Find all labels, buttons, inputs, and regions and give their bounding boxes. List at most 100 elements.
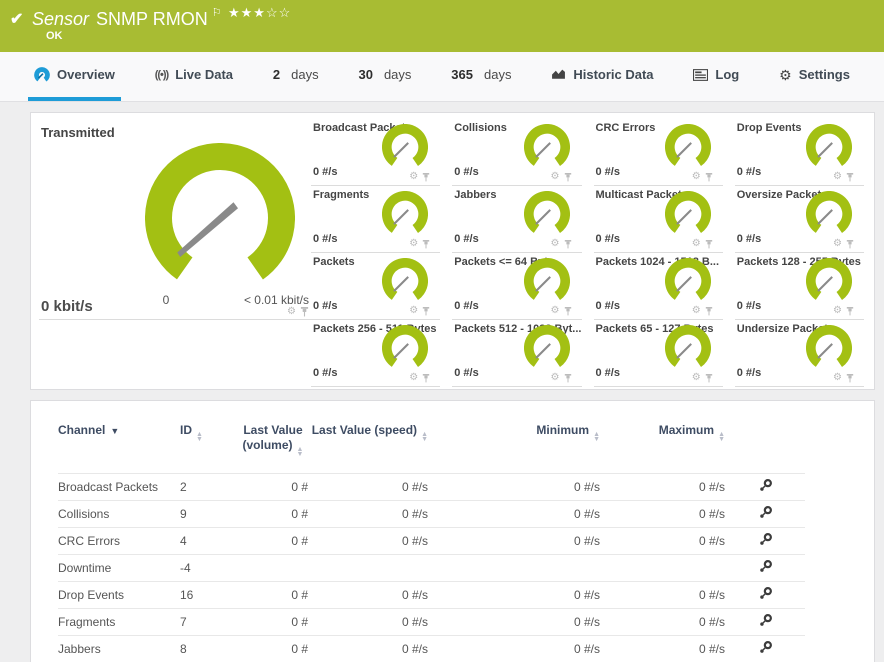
col-header-maximum[interactable]: Maximum ▲ ▼ bbox=[600, 423, 725, 474]
tab-live-data[interactable]: ((•)) Live Data bbox=[149, 52, 239, 101]
gear-icon[interactable]: ⚙ bbox=[691, 238, 701, 249]
channel-gauge-value: 0 #/s bbox=[313, 233, 338, 245]
channel-settings-icon[interactable] bbox=[758, 640, 773, 655]
pin-icon[interactable] bbox=[705, 306, 713, 316]
pin-icon[interactable] bbox=[705, 239, 713, 249]
pin-icon[interactable] bbox=[564, 306, 572, 316]
cell-maximum: 0 #/s bbox=[600, 527, 725, 555]
gear-icon[interactable]: ⚙ bbox=[833, 305, 842, 316]
gauge-dial-icon[interactable] bbox=[806, 191, 852, 237]
tab-30-days[interactable]: 30 days bbox=[352, 52, 417, 101]
channel-settings-icon[interactable] bbox=[758, 505, 773, 520]
gauge-dial-icon[interactable] bbox=[382, 191, 429, 237]
gauge-dial-icon[interactable] bbox=[523, 124, 570, 170]
col-header-minimum[interactable]: Minimum ▲ ▼ bbox=[428, 423, 600, 474]
channel-table-panel: Channel ▼ ID ▲ ▼ Last Value (volume) ▲ ▼ Last… bbox=[30, 400, 875, 662]
pin-icon[interactable] bbox=[846, 306, 854, 316]
gear-icon[interactable]: ⚙ bbox=[833, 171, 842, 182]
gear-icon[interactable]: ⚙ bbox=[409, 171, 419, 182]
cell-last-value-volume: 0 # bbox=[238, 608, 308, 636]
channel-settings-icon[interactable] bbox=[758, 478, 773, 493]
channel-gauge-value: 0 #/s bbox=[595, 367, 620, 379]
pin-icon[interactable] bbox=[846, 172, 854, 182]
col-header-id[interactable]: ID ▲ ▼ bbox=[180, 423, 238, 474]
channel-settings-icon[interactable] bbox=[758, 586, 773, 601]
channel-settings-icon[interactable] bbox=[758, 613, 773, 628]
pin-icon[interactable] bbox=[846, 239, 854, 249]
col-label: Channel bbox=[58, 423, 106, 437]
gear-icon[interactable]: ⚙ bbox=[287, 305, 296, 317]
gear-icon[interactable]: ⚙ bbox=[550, 305, 560, 316]
gear-icon[interactable]: ⚙ bbox=[691, 372, 701, 383]
pin-icon[interactable] bbox=[705, 172, 713, 182]
gauge-dial-icon[interactable] bbox=[664, 325, 711, 371]
gauge-dial-icon[interactable] bbox=[382, 124, 429, 170]
cell-actions bbox=[725, 500, 805, 528]
gear-icon[interactable]: ⚙ bbox=[409, 305, 419, 316]
pin-icon[interactable] bbox=[422, 172, 430, 182]
gear-icon[interactable]: ⚙ bbox=[409, 238, 419, 249]
tile-actions: ⚙ bbox=[692, 306, 713, 316]
channel-gauge-value: 0 #/s bbox=[454, 367, 479, 379]
gear-icon[interactable]: ⚙ bbox=[833, 372, 842, 383]
channel-settings-icon[interactable] bbox=[758, 559, 773, 574]
gauge-dial-icon[interactable] bbox=[523, 325, 570, 371]
gauge-dial-icon[interactable] bbox=[664, 124, 711, 170]
cell-last-value-speed: 0 #/s bbox=[308, 581, 428, 609]
channel-gauge-value: 0 #/s bbox=[313, 367, 338, 379]
log-icon bbox=[693, 68, 709, 81]
status-ok-check-icon: ✔ bbox=[10, 11, 24, 28]
gauge-dial-icon[interactable] bbox=[806, 258, 852, 304]
gear-icon[interactable]: ⚙ bbox=[550, 238, 560, 249]
channel-settings-icon[interactable] bbox=[758, 532, 773, 547]
gear-icon[interactable]: ⚙ bbox=[691, 305, 701, 316]
col-header-channel[interactable]: Channel ▼ bbox=[58, 423, 180, 474]
gear-icon[interactable]: ⚙ bbox=[550, 171, 560, 182]
pin-icon[interactable] bbox=[422, 306, 430, 316]
tab-overview[interactable]: Overview bbox=[28, 52, 121, 101]
gauge-scale-min: 0 bbox=[162, 293, 170, 307]
gauge-dial-icon[interactable] bbox=[806, 325, 852, 371]
pin-icon[interactable] bbox=[705, 373, 713, 383]
tab-number: 2 bbox=[272, 67, 281, 82]
tab-2-days[interactable]: 2 days bbox=[267, 52, 325, 101]
channel-gauge-value: 0 #/s bbox=[454, 233, 479, 245]
table-row: Collisions 9 0 # 0 #/s 0 #/s 0 #/s bbox=[58, 500, 805, 528]
tab-historic-data[interactable]: Historic Data bbox=[545, 52, 659, 101]
pin-icon[interactable] bbox=[422, 239, 430, 249]
pin-icon[interactable] bbox=[564, 373, 572, 383]
col-header-last-value-speed[interactable]: Last Value (speed) ▲ ▼ bbox=[308, 423, 428, 474]
tab-log[interactable]: Log bbox=[687, 52, 745, 101]
gauge-dial-icon[interactable] bbox=[523, 258, 570, 304]
cell-id: 8 bbox=[180, 635, 238, 662]
tile-actions: ⚙ bbox=[692, 373, 713, 383]
pin-icon[interactable] bbox=[564, 239, 572, 249]
gear-icon[interactable]: ⚙ bbox=[833, 238, 842, 249]
cell-channel: CRC Errors bbox=[58, 527, 180, 555]
cell-channel: Collisions bbox=[58, 500, 180, 528]
col-header-last-value-volume[interactable]: Last Value (volume) ▲ ▼ bbox=[238, 423, 308, 474]
cell-last-value-volume bbox=[238, 554, 308, 582]
tab-365-days[interactable]: 365 days bbox=[445, 52, 517, 101]
pin-icon[interactable] bbox=[300, 306, 309, 317]
flag-icon[interactable]: ⚐ bbox=[211, 7, 222, 19]
gauge-dial-icon[interactable] bbox=[145, 143, 295, 293]
gauge-dial-icon[interactable] bbox=[806, 124, 852, 170]
priority-stars[interactable]: ★★★☆☆ bbox=[228, 5, 292, 20]
gear-icon[interactable]: ⚙ bbox=[550, 372, 560, 383]
gear-icon[interactable]: ⚙ bbox=[691, 171, 701, 182]
tab-settings[interactable]: ⚙ Settings bbox=[773, 52, 856, 101]
gauge-tile: Packets 512 - 1023 Byt... 0 #/s ⚙ bbox=[452, 320, 582, 387]
gauge-dial-icon[interactable] bbox=[382, 325, 429, 371]
pin-icon[interactable] bbox=[564, 172, 572, 182]
gauge-dial-icon[interactable] bbox=[382, 258, 429, 304]
gauge-icon bbox=[34, 66, 50, 83]
gauge-dial-icon[interactable] bbox=[664, 191, 711, 237]
table-row: Downtime -4 bbox=[58, 554, 805, 582]
gauge-dial-icon[interactable] bbox=[523, 191, 570, 237]
pin-icon[interactable] bbox=[846, 373, 854, 383]
gear-icon: ⚙ bbox=[779, 66, 792, 83]
pin-icon[interactable] bbox=[422, 373, 430, 383]
gauge-dial-icon[interactable] bbox=[664, 258, 711, 304]
gear-icon[interactable]: ⚙ bbox=[409, 372, 419, 383]
